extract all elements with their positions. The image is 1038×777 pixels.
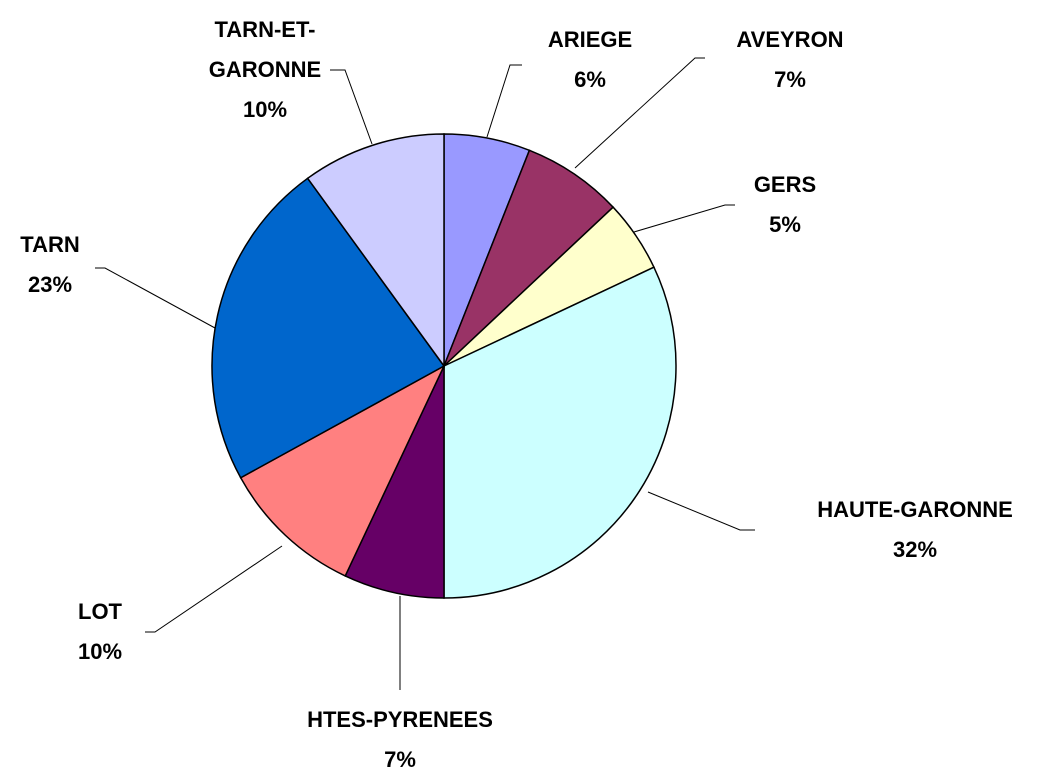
leader-line <box>95 267 216 329</box>
slice-label: AVEYRON 7% <box>705 20 875 100</box>
slice-label: HTES-PYRENEES 7% <box>280 700 520 777</box>
pie-slice <box>443 149 615 367</box>
slice-label: LOT 10% <box>60 592 140 672</box>
value-label: 23% <box>27 272 73 297</box>
pie-slice <box>211 177 446 479</box>
category-label: LOT <box>78 599 122 624</box>
category-label: HTES-PYRENEES <box>307 707 493 732</box>
value-label: 32% <box>892 537 938 562</box>
leader-line <box>145 545 283 633</box>
value-label: 7% <box>384 747 416 772</box>
slice-label: TARN 23% <box>5 225 95 305</box>
leader-line <box>574 57 705 169</box>
value-label: 7% <box>774 67 806 92</box>
pie-slice <box>239 364 446 577</box>
slice-label: TARN-ET-GARONNE 10% <box>195 10 335 130</box>
pie-slice <box>344 365 445 599</box>
value-label: 10% <box>77 639 123 664</box>
leader-line <box>330 69 373 145</box>
category-label: GERS <box>753 172 817 197</box>
value-label: 10% <box>242 97 288 122</box>
category-label: TARN-ET-GARONNE <box>208 17 322 82</box>
slice-label: ARIEGE 6% <box>520 20 660 100</box>
pie-slice <box>443 266 677 599</box>
leader-line <box>647 491 755 531</box>
value-label: 5% <box>769 212 801 237</box>
category-label: HAUTE-GARONNE <box>817 497 1013 522</box>
slice-label: HAUTE-GARONNE 32% <box>805 490 1025 570</box>
category-label: TARN <box>20 232 80 257</box>
leader-line <box>486 64 522 138</box>
category-label: ARIEGE <box>547 27 633 52</box>
slice-label: GERS 5% <box>735 165 835 245</box>
value-label: 6% <box>574 67 606 92</box>
leader-line <box>633 204 735 233</box>
category-label: AVEYRON <box>736 27 844 52</box>
pie-slice <box>306 133 445 369</box>
